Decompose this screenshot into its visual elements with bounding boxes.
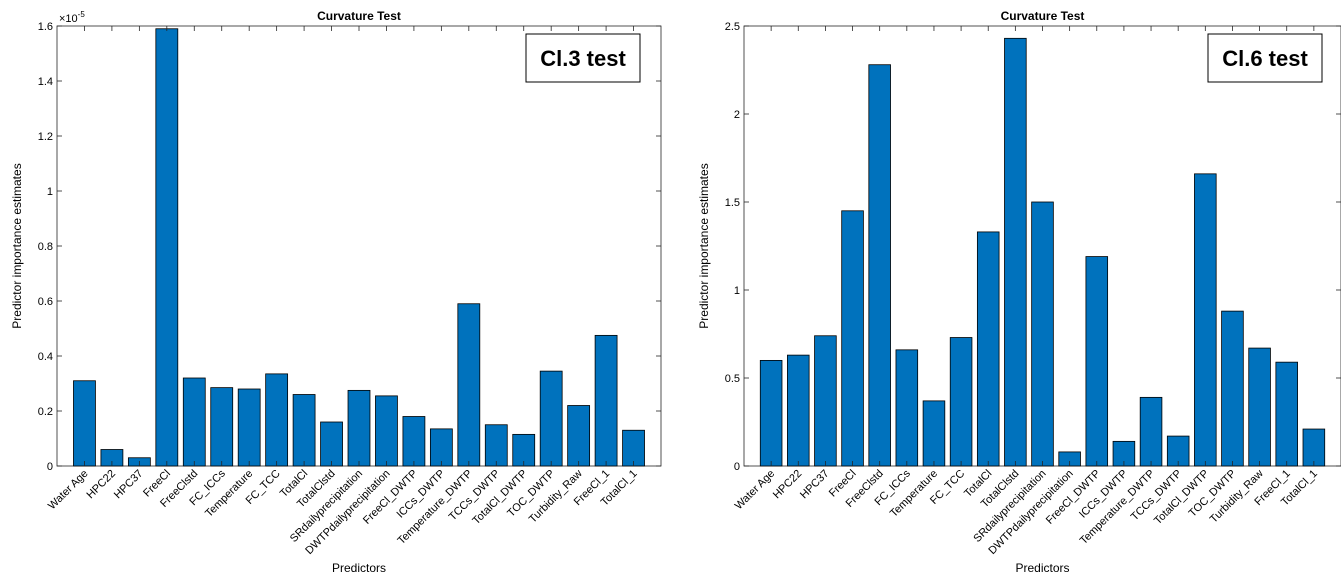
bar-freeclstd [868,64,891,467]
bar-totalcl-1 [1302,428,1326,467]
bar-freecl-1 [1275,361,1298,467]
y-tick-label: 1 [47,186,53,198]
bar-turbidity-raw [1248,347,1271,467]
bar-totalclstd [1004,37,1027,467]
y-tick-label: 0.8 [38,241,53,253]
chart-cl3-test: 0 0.2 0.4 0.6 0.8 1 1.2 1.4 1.6 Water AgeHPC22HPC… [10,9,662,575]
x-tick-label: HPC37 [798,468,832,502]
x-tick-label: Water Age [46,468,91,513]
bar-water-age [73,380,96,467]
bar-hpc22 [787,354,810,467]
bar-tccs-dwtp [484,424,508,467]
chart-title: Curvature Test [317,9,401,23]
bar-freecl [155,28,179,467]
bar-srdailyprecipitation [347,389,371,467]
annotation-box [525,33,641,83]
y-tick-label: 2 [734,109,740,121]
bar-hpc37 [814,335,837,467]
bar-temperature [922,400,946,467]
bar-totalclstd [320,421,343,467]
bar-fc-iccs [210,387,234,467]
y-tick-label: 1.4 [38,76,53,88]
x-tick-label: HPC22 [84,468,118,502]
bar-fc-tcc [949,337,973,467]
y-tick-label: 0.4 [38,351,53,363]
y-tick-label: 1.5 [725,197,740,209]
y-axis-label: Predictor importance estimates [10,163,24,328]
y-tick-label: 0.2 [38,406,53,418]
bar-iccs-dwtp [429,428,453,467]
annotation-label: Cl.3 test [540,46,626,71]
x-axis-label: Predictors [332,561,386,575]
bar-totalcl-dwtp [1194,173,1217,467]
bar-srdailyprecipitation [1031,201,1054,467]
annotation-box [1207,33,1323,83]
bar-totalcl-1 [622,429,645,467]
y-tick-label: 1.6 [38,21,53,33]
y-tick-label: 0.6 [38,296,53,308]
x-tick-label: HPC37 [112,468,146,502]
chart-title: Curvature Test [1001,9,1085,23]
x-axis-label: Predictors [1015,561,1069,575]
y-tick-label: 0 [734,461,740,473]
y-axis-label: Predictor importance estimates [697,163,711,328]
y-tick-label: 0.5 [725,373,740,385]
bar-temperature-dwtp [457,303,481,467]
bar-freecl [841,210,864,467]
bar-totalcl [976,231,1000,467]
bar-freecl-dwtp [402,416,426,467]
x-tick-label: Water Age [733,468,778,513]
bar-freecl-dwtp [1085,256,1109,467]
bar-turbidity-raw [567,405,591,467]
y-tick-label: 1.2 [38,131,53,143]
bar-fc-iccs [895,349,919,467]
bar-toc-dwtp [1221,310,1244,467]
annotation-label: Cl.6 test [1222,46,1308,71]
y-tick-label: 2.5 [725,21,740,33]
bar-freeclstd [182,377,206,467]
bar-dwtpdailyprecipitation [375,395,398,467]
bar-temperature [237,388,261,467]
y-tick-label: 0 [47,461,53,473]
bar-fc-tcc [265,373,289,467]
y-tick-label: 1 [734,285,740,297]
bar-temperature-dwtp [1139,396,1163,467]
bar-water-age [759,359,783,467]
y-exponent-label: ×10-5 [59,10,85,25]
bar-toc-dwtp [539,370,563,467]
bar-freecl-1 [594,334,618,467]
x-tick-label: HPC22 [771,468,805,502]
bar-totalcl [292,394,316,467]
